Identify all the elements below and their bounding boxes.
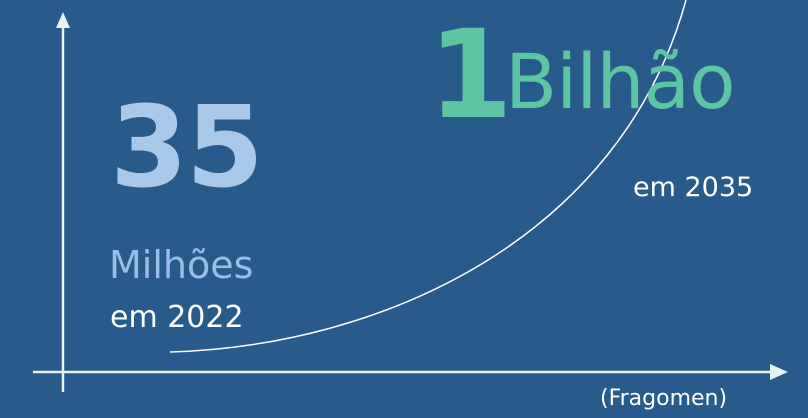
y-axis-arrowhead	[56, 12, 70, 28]
left-stat-number: 35	[110, 83, 264, 213]
left-stat-unit: Milhões	[109, 243, 254, 287]
growth-curve	[169, 0, 687, 353]
right-stat-year: em 2035	[633, 172, 754, 203]
source-label: (Fragomen)	[600, 386, 728, 411]
right-stat-number: 1	[428, 4, 513, 146]
x-axis-arrowhead	[770, 364, 788, 380]
left-stat-year: em 2022	[110, 300, 244, 335]
right-stat-unit: Bilhão	[505, 37, 736, 126]
